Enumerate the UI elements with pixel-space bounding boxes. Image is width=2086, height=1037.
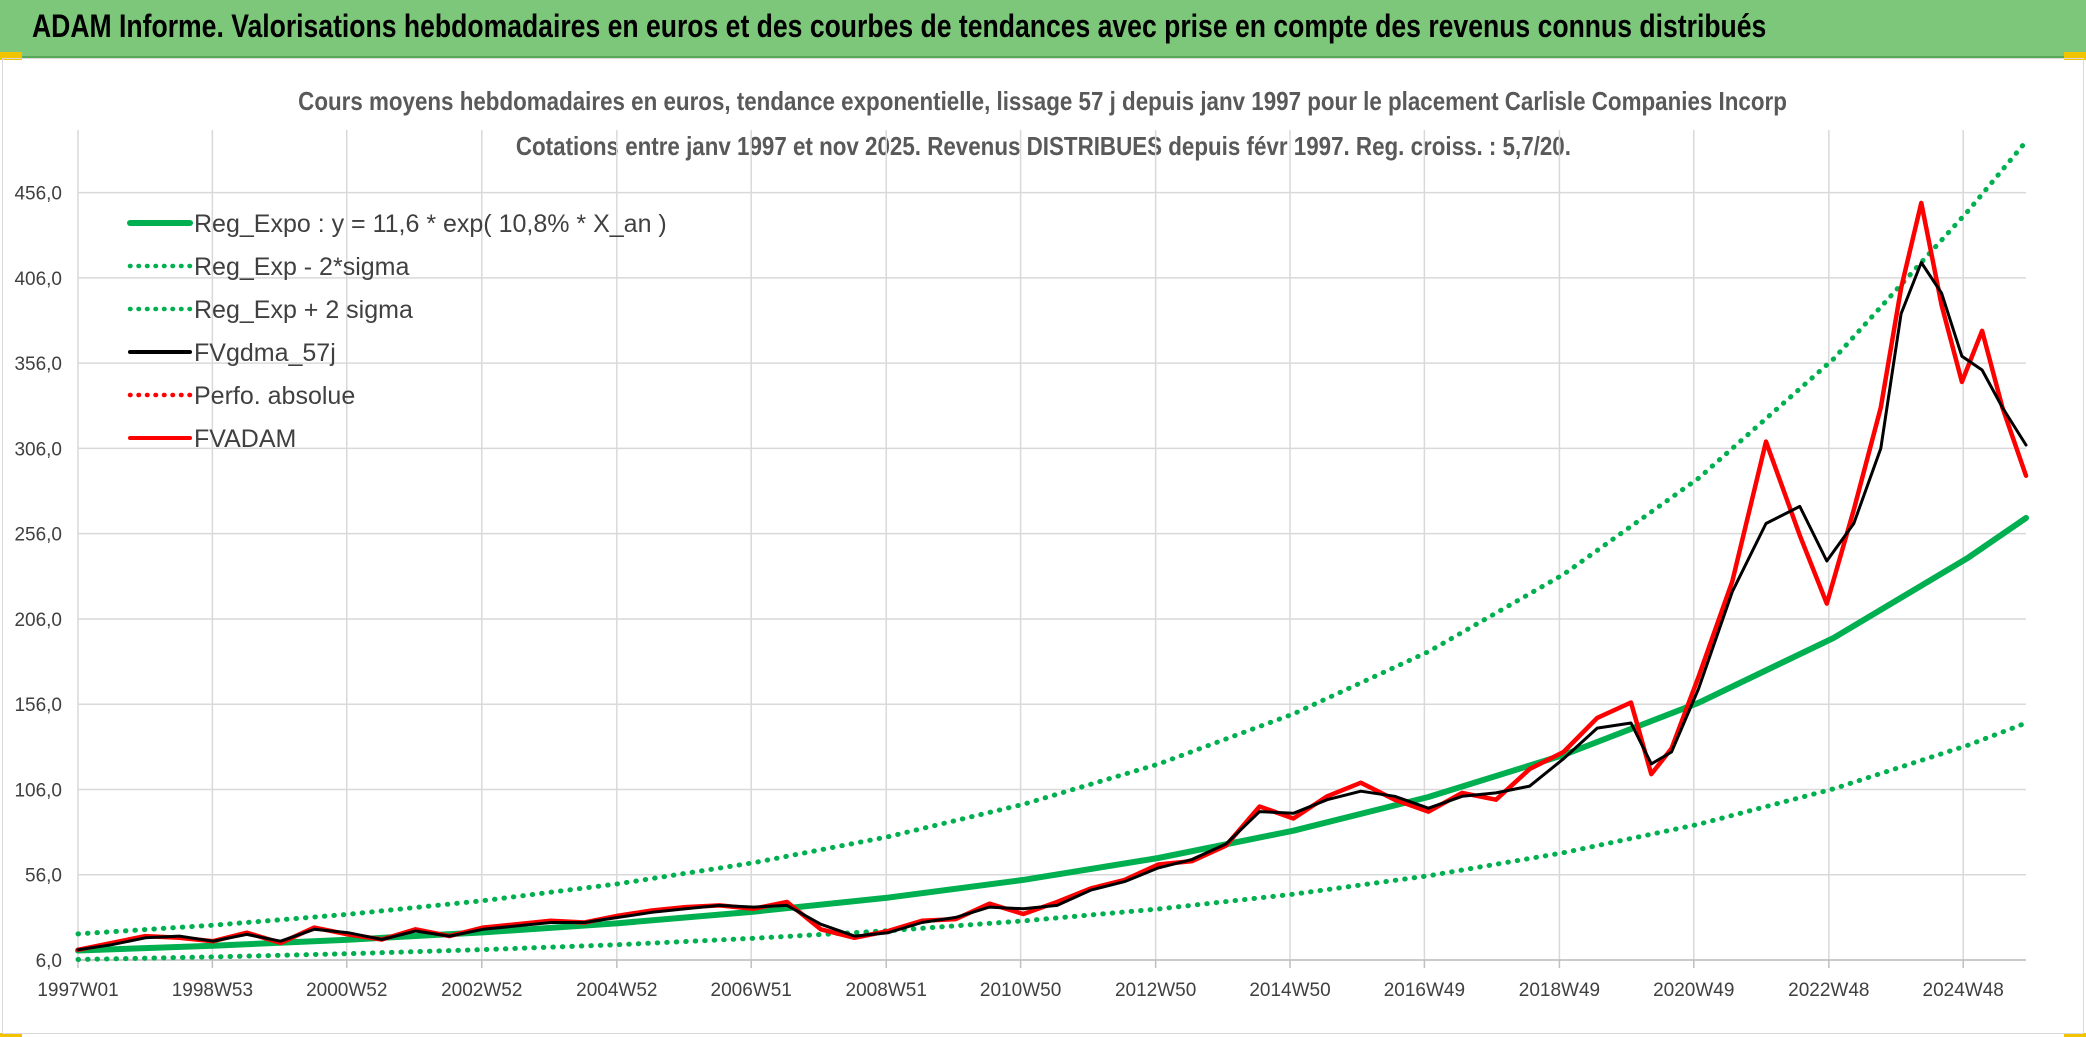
x-tick-label: 2024W48 [1923,980,2004,1001]
chart-title-line2: Cotations entre janv 1997 et nov 2025. R… [0,131,2086,162]
series-line-reg-exp-2-sigma [75,139,2029,937]
x-tick-label: 2004W52 [576,980,657,1001]
y-tick-label: 356,0 [14,354,62,375]
y-tick-label: 106,0 [14,780,62,801]
banner-title: ADAM Informe. Valorisations hebdomadaire… [32,8,1767,44]
x-tick-label: 1997W01 [37,980,118,1001]
y-tick-label: 6,0 [36,951,62,972]
corner-accent-bottom-right [2064,1033,2086,1037]
y-tick-label: 306,0 [14,439,62,460]
chart-title-line2-text: Cotations entre janv 1997 et nov 2025. R… [515,131,1571,161]
axis-layer: 6,0 56,0 106,0 156,0 206,0 256,0 306,0 356,0 406… [14,184,2026,1001]
x-tick-label: 2002W52 [441,980,522,1001]
y-tick-label: 156,0 [14,695,62,716]
legend-label: FVADAM [194,425,296,453]
x-tick-label: 2006W51 [711,980,792,1001]
legend-label: Perfo. absolue [194,382,355,410]
x-tick-label: 2018W49 [1519,980,1600,1001]
x-tick-label: 2008W51 [846,980,927,1001]
chart-frame [2,58,2084,1034]
legend-label: FVgdma_57j [194,339,336,367]
x-tick-label: 2000W52 [306,980,387,1001]
y-tick-label: 456,0 [14,184,62,205]
x-tick-label: 2022W48 [1788,980,1869,1001]
legend: Reg_Expo : y = 11,6 * exp( 10,8% * X_an … [127,210,667,453]
series-line-reg-expo [75,515,2029,954]
legend-label: Reg_Exp + 2 sigma [194,296,413,324]
y-tick-label: 56,0 [25,866,62,887]
chart-title-line1-text: Cours moyens hebdomadaires en euros, ten… [298,86,1788,116]
x-tick-label: 2012W50 [1115,980,1196,1001]
corner-accent-right [2064,52,2086,60]
y-tick-label: 206,0 [14,610,62,631]
y-tick-label: 406,0 [14,269,62,290]
x-tick-label: 1998W53 [172,980,253,1001]
legend-label: Reg_Exp - 2*sigma [194,253,409,281]
report-banner: ADAM Informe. Valorisations hebdomadaire… [0,0,2086,58]
series-line-reg-exp-2-sigma [75,720,2029,962]
x-tick-label: 2016W49 [1384,980,1465,1001]
series-line-fvgdma-57j [76,261,2028,952]
series-layer [75,139,2029,962]
y-tick-label: 256,0 [14,525,62,546]
corner-accent-left [0,52,22,60]
x-tick-label: 2014W50 [1249,980,1330,1001]
corner-accent-bottom-left [0,1033,22,1037]
x-tick-label: 2010W50 [980,980,1061,1001]
x-tick-label: 2020W49 [1653,980,1734,1001]
chart-title-line1: Cours moyens hebdomadaires en euros, ten… [0,86,2086,117]
legend-label: Reg_Expo : y = 11,6 * exp( 10,8% * X_an … [194,210,667,238]
